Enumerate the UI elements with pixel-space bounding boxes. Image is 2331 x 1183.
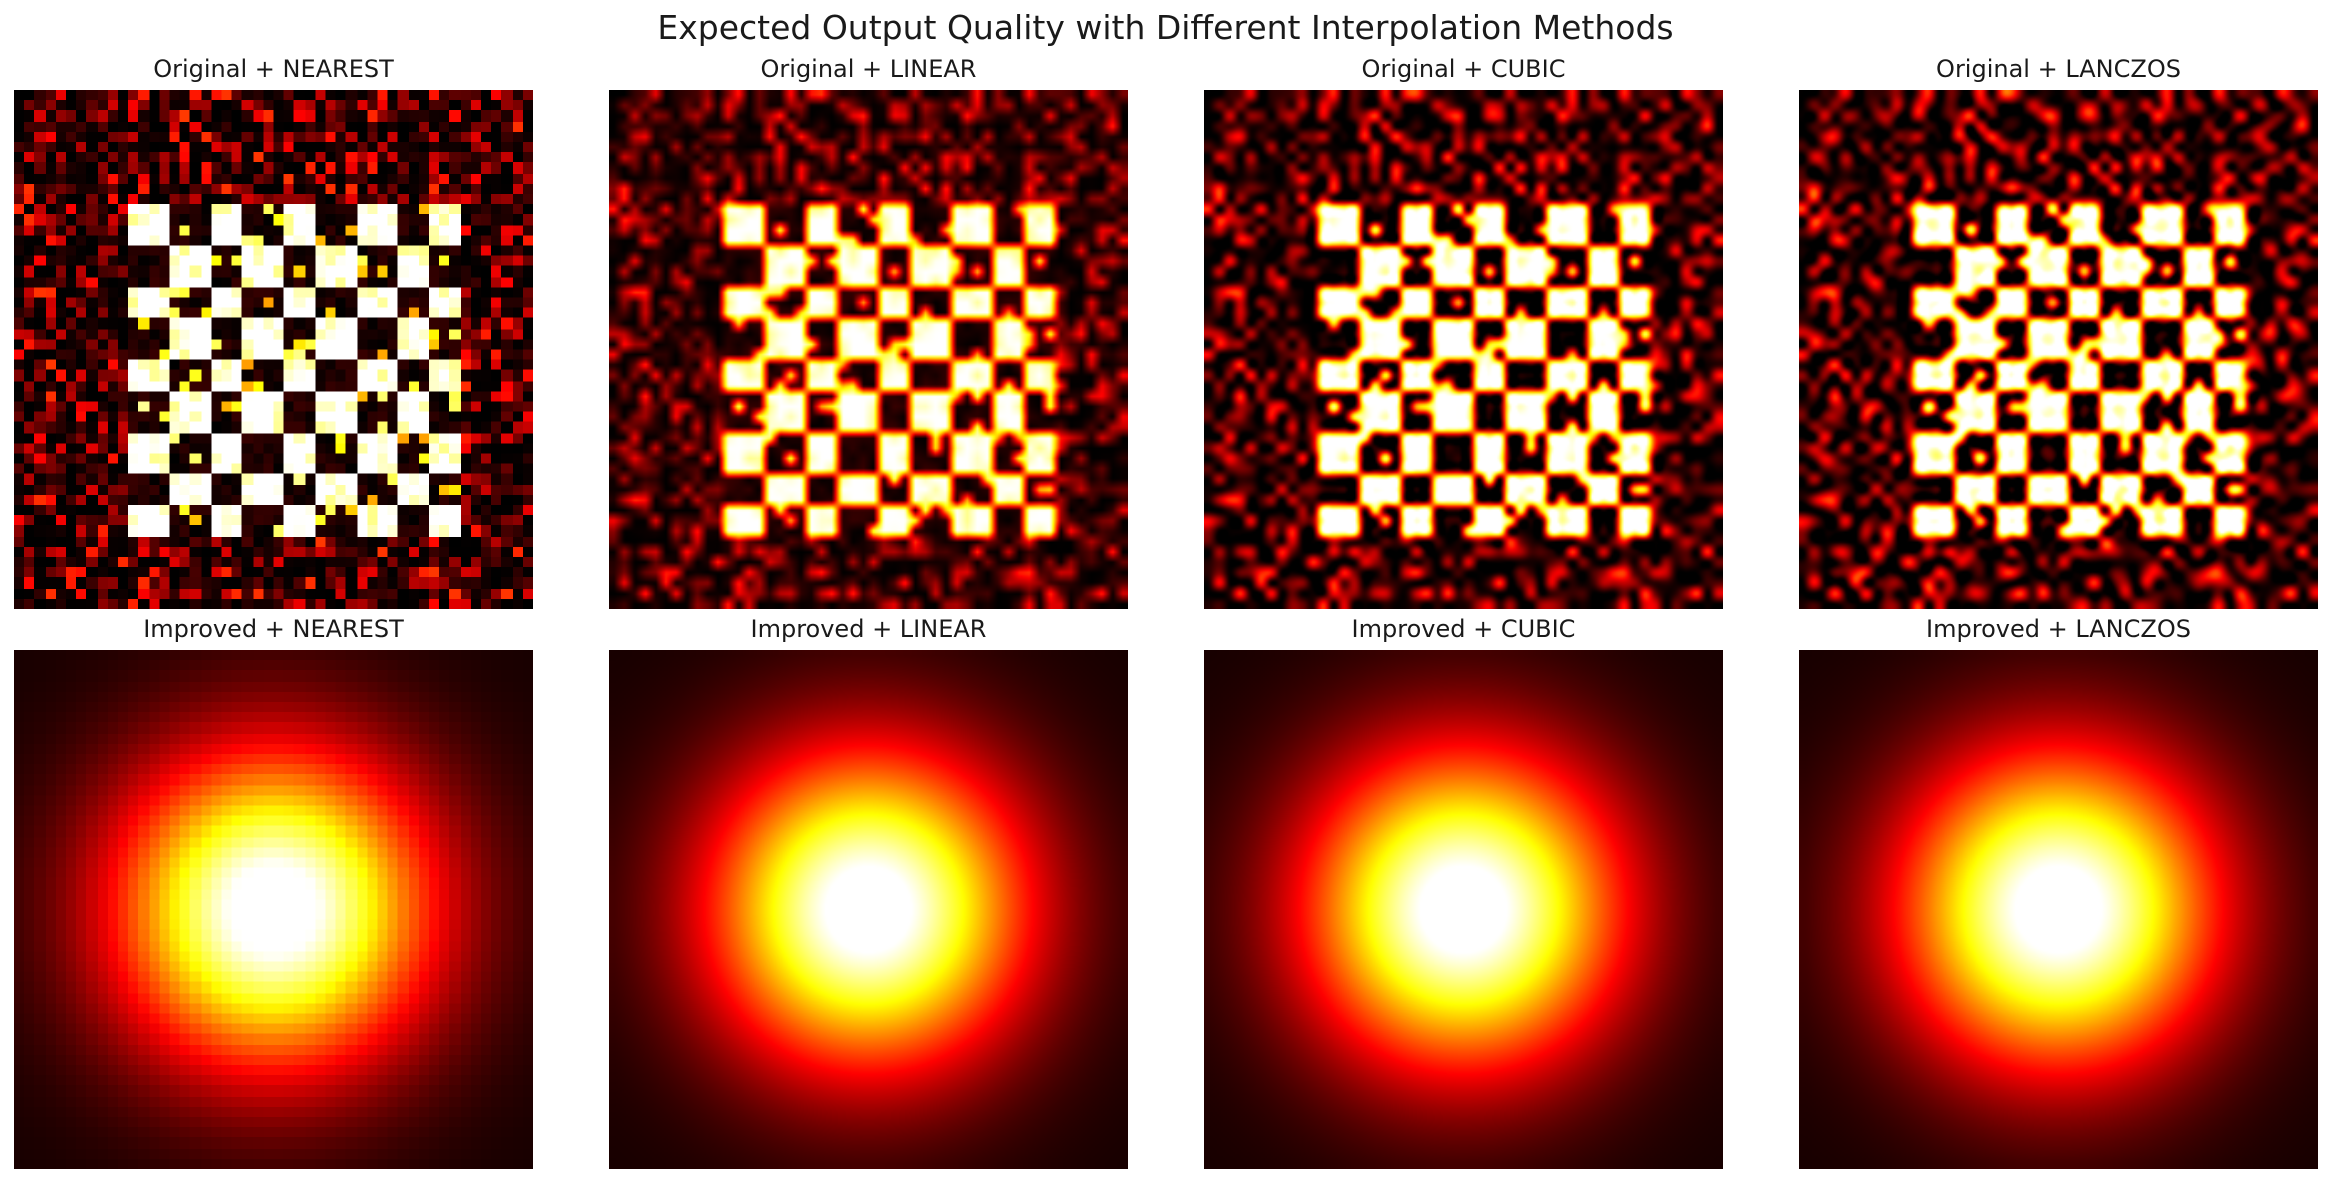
heatmap-image bbox=[1799, 650, 2318, 1169]
heatmap-image bbox=[14, 90, 533, 609]
heatmap-panel bbox=[1799, 90, 2318, 609]
heatmap-panel bbox=[14, 650, 533, 1169]
heatmap-image bbox=[609, 90, 1128, 609]
heatmap-panel bbox=[1204, 650, 1723, 1169]
heatmap-image bbox=[1799, 90, 2318, 609]
panel-title: Improved + LANCZOS bbox=[1926, 615, 2191, 643]
heatmap-panel bbox=[1799, 650, 2318, 1169]
figure-title: Expected Output Quality with Different I… bbox=[657, 8, 1674, 47]
heatmap-panel bbox=[609, 650, 1128, 1169]
panel-title: Original + LINEAR bbox=[760, 55, 977, 83]
heatmap-panel bbox=[14, 90, 533, 609]
panel-title: Improved + NEAREST bbox=[143, 615, 404, 643]
heatmap-image bbox=[609, 650, 1128, 1169]
heatmap-panel bbox=[1204, 90, 1723, 609]
panel-title: Original + NEAREST bbox=[153, 55, 394, 83]
heatmap-panel bbox=[609, 90, 1128, 609]
panel-title: Original + LANCZOS bbox=[1936, 55, 2181, 83]
heatmap-image bbox=[1204, 90, 1723, 609]
panel-title: Improved + CUBIC bbox=[1351, 615, 1576, 643]
heatmap-image bbox=[1204, 650, 1723, 1169]
heatmap-image bbox=[14, 650, 533, 1169]
panel-title: Improved + LINEAR bbox=[750, 615, 987, 643]
panel-title: Original + CUBIC bbox=[1361, 55, 1566, 83]
